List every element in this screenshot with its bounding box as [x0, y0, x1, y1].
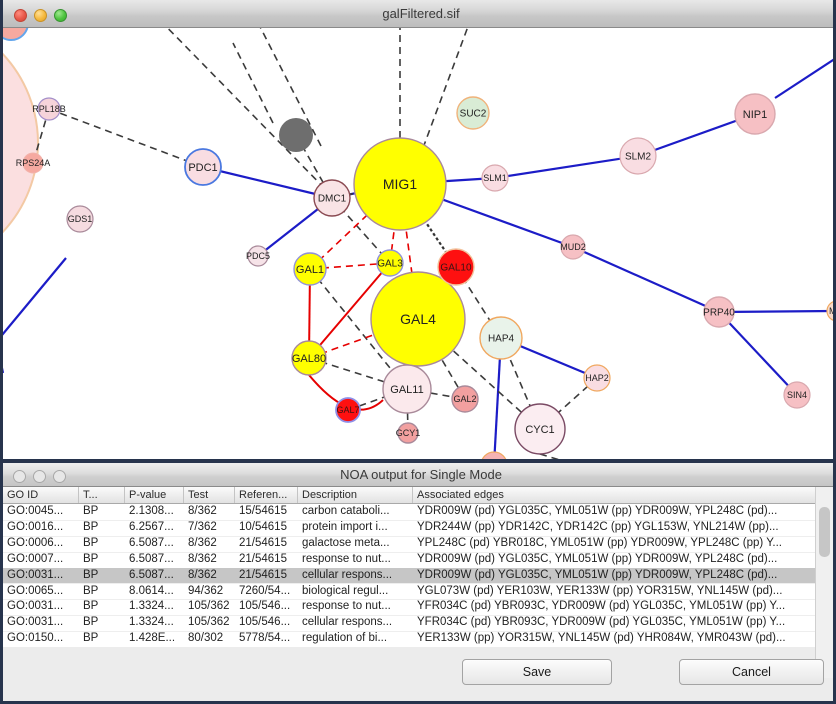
svg-text:GDS1: GDS1 — [68, 214, 93, 224]
svg-text:GAL10: GAL10 — [440, 263, 472, 274]
svg-text:RPS24A: RPS24A — [16, 158, 51, 168]
svg-text:PRP40: PRP40 — [703, 308, 735, 319]
svg-text:GAL1: GAL1 — [296, 264, 324, 276]
svg-text:GAL3: GAL3 — [377, 259, 403, 270]
svg-text:GAL2: GAL2 — [453, 394, 476, 404]
svg-text:RPL18B: RPL18B — [32, 104, 66, 114]
svg-text:SIN4: SIN4 — [787, 390, 807, 400]
svg-text:NIP1: NIP1 — [743, 109, 767, 121]
svg-text:SUC2: SUC2 — [460, 109, 487, 120]
svg-text:MUD2: MUD2 — [560, 242, 586, 252]
svg-text:CYC1: CYC1 — [525, 424, 554, 436]
svg-text:HAP2: HAP2 — [585, 373, 609, 383]
svg-text:PDC5: PDC5 — [246, 251, 270, 261]
svg-text:PDC1: PDC1 — [188, 162, 217, 174]
svg-text:DMC1: DMC1 — [318, 194, 347, 205]
svg-text:SLM2: SLM2 — [625, 152, 652, 163]
svg-text:HAP4: HAP4 — [488, 334, 515, 345]
svg-text:MIG1: MIG1 — [383, 176, 417, 192]
svg-text:GAL11: GAL11 — [390, 384, 423, 396]
svg-text:GAL80: GAL80 — [292, 353, 326, 365]
svg-text:GCY1: GCY1 — [396, 428, 421, 438]
svg-text:MSI: MSI — [829, 306, 836, 316]
svg-text:SLM1: SLM1 — [483, 173, 507, 183]
svg-text:GAL7: GAL7 — [336, 405, 359, 415]
svg-text:GAL4: GAL4 — [400, 311, 436, 327]
